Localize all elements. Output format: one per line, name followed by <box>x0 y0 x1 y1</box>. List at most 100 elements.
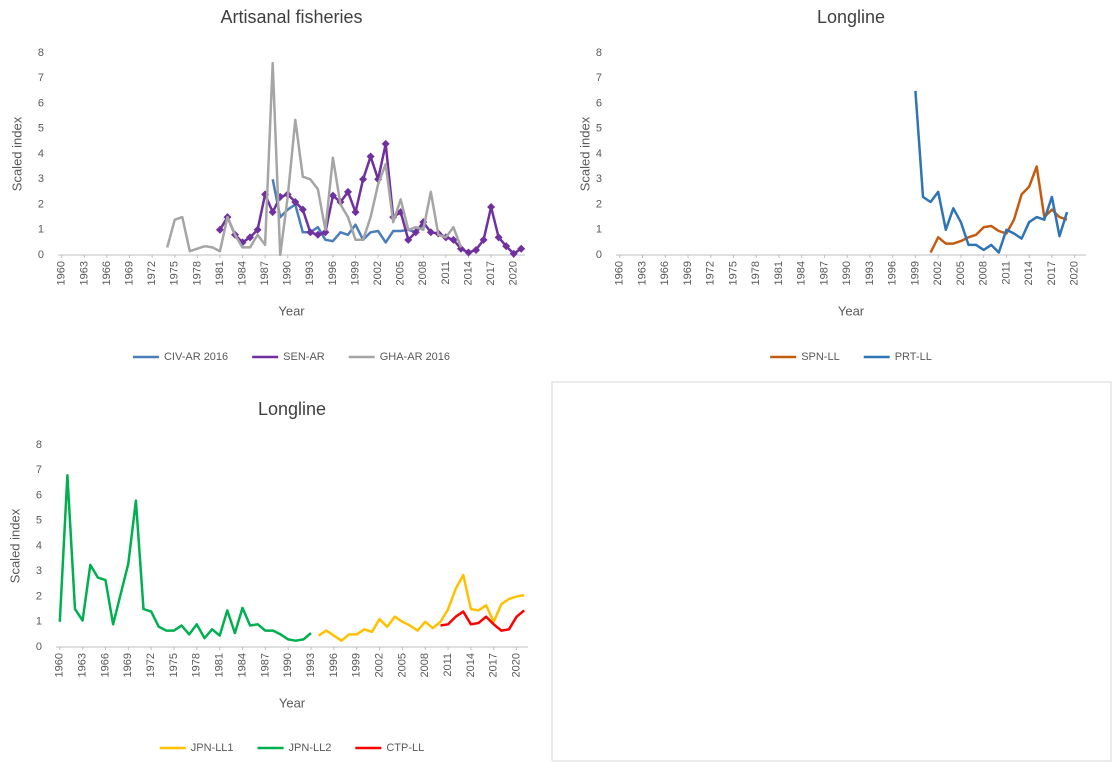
x-tick-label: 2002 <box>372 261 384 285</box>
marker <box>306 228 315 237</box>
x-tick-label: 1960 <box>56 261 68 285</box>
x-tick-label: 1993 <box>864 261 876 285</box>
x-axis-title: Year <box>279 695 306 710</box>
x-tick-label: 2020 <box>510 653 522 677</box>
x-tick-label: 2011 <box>1000 261 1012 285</box>
marker <box>359 175 368 184</box>
x-tick-label: 2014 <box>1023 261 1035 285</box>
marker <box>351 208 360 217</box>
x-tick-label: 2017 <box>488 653 500 677</box>
x-tick-label: 1972 <box>705 261 717 285</box>
legend-label: JPN-LL1 <box>191 742 234 754</box>
legend-label: GHA-AR 2016 <box>380 351 450 363</box>
y-tick-label: 0 <box>38 249 44 261</box>
x-tick-label: 2020 <box>1069 261 1081 285</box>
x-tick-label: 1969 <box>122 653 134 677</box>
x-tick-label: 1963 <box>77 653 89 677</box>
marker <box>464 248 473 257</box>
x-tick-label: 1987 <box>818 261 830 285</box>
y-tick-label: 8 <box>38 47 44 59</box>
series-line <box>58 474 312 642</box>
y-tick-label: 4 <box>596 148 602 160</box>
x-tick-label: 1987 <box>259 653 271 677</box>
x-tick-label: 2011 <box>440 261 452 285</box>
marker <box>291 197 300 206</box>
chart-title: Longline <box>817 7 885 27</box>
y-tick-label: 2 <box>38 198 44 210</box>
marker <box>253 225 262 234</box>
y-tick-label: 8 <box>596 47 602 59</box>
x-tick-label: 1960 <box>54 653 66 677</box>
x-axis-title: Year <box>278 303 305 318</box>
marker <box>313 230 322 239</box>
y-tick-label: 6 <box>596 97 602 109</box>
y-tick-label: 6 <box>36 489 42 501</box>
x-tick-label: 1969 <box>123 261 135 285</box>
marker <box>268 208 277 217</box>
x-tick-label: 2008 <box>417 261 429 285</box>
x-tick-label: 1993 <box>305 653 317 677</box>
marker <box>411 228 420 237</box>
marker <box>298 205 307 214</box>
legend: JPN-LL1 JPN-LL2 CTP-LL <box>159 742 424 754</box>
x-tick-label: 1984 <box>236 653 248 677</box>
x-tick-label: 1978 <box>191 261 203 285</box>
legend: CIV-AR 2016 SEN-AR GHA-AR 2016 <box>132 351 450 363</box>
y-tick-label: 0 <box>596 249 602 261</box>
x-tick-label: 1972 <box>146 261 158 285</box>
x-axis-title: Year <box>838 303 865 318</box>
x-tick-label: 2020 <box>508 261 520 285</box>
marker <box>321 228 330 237</box>
y-tick-label: 4 <box>36 540 42 552</box>
x-tick-label: 1996 <box>887 261 899 285</box>
x-tick-label: 1999 <box>351 653 363 677</box>
marker <box>517 244 526 253</box>
marker <box>426 228 435 237</box>
x-tick-label: 1987 <box>259 261 271 285</box>
marker <box>366 152 375 161</box>
legend-label: PRT-LL <box>895 351 932 363</box>
empty-panel <box>551 381 1112 762</box>
x-tick-label: 1990 <box>282 261 294 285</box>
x-tick-label: 1984 <box>796 261 808 285</box>
marker <box>381 139 390 148</box>
series-line <box>317 573 525 642</box>
y-tick-label: 7 <box>38 72 44 84</box>
x-tick-label: 1969 <box>682 261 694 285</box>
x-tick-label: 1981 <box>214 261 226 285</box>
y-tick-label: 1 <box>38 224 44 236</box>
y-tick-label: 7 <box>596 72 602 84</box>
x-tick-label: 1996 <box>327 261 339 285</box>
x-tick-label: 1975 <box>169 261 181 285</box>
legend: SPN-LL PRT-LL <box>770 351 932 363</box>
y-tick-label: 4 <box>38 148 44 160</box>
x-tick-label: 1990 <box>841 261 853 285</box>
legend-label: JPN-LL2 <box>289 742 332 754</box>
x-tick-label: 1963 <box>78 261 90 285</box>
x-tick-label: 1999 <box>909 261 921 285</box>
x-tick-label: 2005 <box>395 261 407 285</box>
x-tick-label: 1981 <box>214 653 226 677</box>
x-tick-label: 2014 <box>465 653 477 677</box>
y-tick-label: 2 <box>36 590 42 602</box>
marker <box>472 245 481 254</box>
x-tick-label: 1975 <box>727 261 739 285</box>
x-tick-label: 1978 <box>750 261 762 285</box>
x-tick-label: 1993 <box>304 261 316 285</box>
marker <box>215 225 224 234</box>
marker <box>343 187 352 196</box>
x-tick-label: 2005 <box>955 261 967 285</box>
x-tick-label: 1966 <box>101 261 113 285</box>
y-axis-title: Scaled index <box>7 508 22 583</box>
y-tick-label: 1 <box>36 616 42 628</box>
marker <box>494 233 503 242</box>
x-tick-label: 1978 <box>191 653 203 677</box>
marker <box>509 249 518 258</box>
y-tick-label: 5 <box>36 515 42 527</box>
legend-label: CTP-LL <box>386 742 424 754</box>
y-tick-label: 6 <box>38 97 44 109</box>
x-tick-label: 1966 <box>99 653 111 677</box>
x-tick-label: 1963 <box>636 261 648 285</box>
y-tick-label: 1 <box>596 224 602 236</box>
